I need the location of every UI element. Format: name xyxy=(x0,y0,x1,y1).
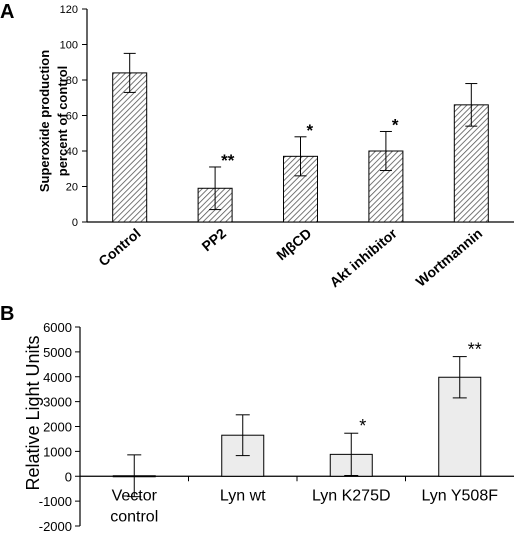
panel-b-significance-3: ** xyxy=(468,340,482,360)
panel-a-ylabel-line-1: Superoxide production xyxy=(37,50,52,192)
panel-a-y-tick-label-2: 40 xyxy=(66,146,78,158)
panel-b: B Relative Light Units -2000 -1000 0 1000 20… xyxy=(0,303,514,534)
panel-a-significance-3: * xyxy=(392,115,399,134)
panel-b-x-tick-label-0-line-1: control xyxy=(110,508,158,525)
panel-b-ylabel: Relative Light Units xyxy=(23,335,43,490)
panel-b-y-tick-label-7: 5000 xyxy=(43,345,72,360)
panel-b-plot: -2000 -1000 0 1000 2000 3000 4000 5000 6000 Vecto… xyxy=(39,320,514,534)
panel-a-label: A xyxy=(0,1,14,23)
panel-b-significance-2: * xyxy=(359,416,366,436)
panel-a-bar-0 xyxy=(112,72,148,223)
panel-a-y-tick-label-5: 100 xyxy=(60,40,78,52)
panel-a-y-tick-label-4: 80 xyxy=(66,75,78,87)
panel-a-ylabel-line-2: percent of control xyxy=(55,66,70,177)
panel-b-y-tick-label-2: 0 xyxy=(65,469,72,484)
panel-b-y-tick-label-5: 3000 xyxy=(43,395,72,410)
panel-b-x-tick-label-0-line-0: Vector xyxy=(112,487,158,504)
panel-b-y-tick-label-8: 6000 xyxy=(43,320,72,335)
panel-a-x-tick-label-0: Control xyxy=(95,225,143,269)
panel-a-ylabel: Superoxide production percent of control xyxy=(37,50,70,192)
panel-b-y-tick-label-0: -2000 xyxy=(39,519,72,534)
panel-b-x-tick-label-3: Lyn Y508F xyxy=(422,487,499,504)
panel-a-y-tick-label-3: 60 xyxy=(66,111,78,123)
panel-b-y-tick-label-6: 4000 xyxy=(43,370,72,385)
panel-b-x-tick-label-2: Lyn K275D xyxy=(312,487,391,504)
panel-b-label: B xyxy=(0,303,14,325)
panel-b-y-tick-label-3: 1000 xyxy=(43,444,72,459)
panel-b-y-tick-label-1: -1000 xyxy=(39,494,72,509)
panel-a-significance-1: ** xyxy=(221,151,235,170)
panel-a-x-tick-label-2: MβCD xyxy=(273,225,314,263)
panel-a-y-tick-label-0: 0 xyxy=(72,217,78,229)
panel-a-x-tick-label-3: Akt inhibitor xyxy=(326,225,400,291)
panel-b-x-tick-label-1: Lyn wt xyxy=(220,487,266,504)
panel-a-x-tick-label-4: Wortmannin xyxy=(413,225,486,290)
panel-a-y-tick-label-6: 120 xyxy=(60,4,78,16)
panel-a-x-tick-label-1: PP2 xyxy=(198,225,229,254)
panel-a-y-tick-label-1: 20 xyxy=(66,182,78,194)
panel-a: A Superoxide production percent of contr… xyxy=(0,1,514,290)
panel-b-y-tick-label-4: 2000 xyxy=(43,420,72,435)
panel-a-plot: 0 20 40 60 80 100 120 Control ** PP2 * MβCD * Akt inh… xyxy=(60,4,514,290)
panel-a-significance-2: * xyxy=(307,121,314,140)
panel-a-bar-4 xyxy=(453,104,489,223)
